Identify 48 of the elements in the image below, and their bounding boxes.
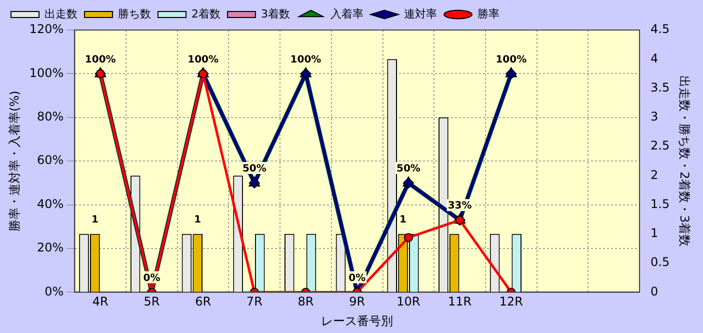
y2-tick-label: 4.5 [650,22,670,36]
data-label: 100% [290,54,322,66]
data-label: 1 [194,214,202,226]
y2-tick-label: 0 [650,284,658,298]
x-tick-label: 12R [499,294,523,309]
data-label: 0% [143,272,160,284]
y-tick-label: 120% [29,22,64,36]
x-tick-label: 4R [92,294,108,309]
data-label: 100% [84,54,116,66]
legend-label: 2着数 [192,7,220,20]
data-label: 100% [496,54,527,66]
legend-label: 出走数 [44,7,78,20]
y-axis-title: 勝率・連対率・入着率(%) [7,90,22,232]
y2-tick-label: 0.5 [650,255,670,270]
y2-tick-label: 3.5 [650,80,670,94]
data-label: 1 [91,214,98,226]
data-label: 1 [400,214,407,226]
y2-tick-label: 1 [650,226,658,240]
legend-label: 勝率 [477,7,500,20]
y-tick-label: 60% [37,153,64,168]
legend-label: 入着率 [330,7,364,20]
x-tick-label: 8R [298,294,314,309]
y-tick-label: 80% [37,110,64,124]
y-tick-label: 20% [37,240,64,255]
legend-label: 3着数 [261,7,290,20]
y-tick-label: 40% [37,196,64,211]
x-tick-label: 9R [349,294,366,309]
y2-tick-label: 2 [650,168,658,182]
data-label: 50% [396,164,420,175]
legend-label: 勝ち数 [118,7,151,20]
data-label: 50% [242,164,266,175]
y2-axis-title: 出走数・勝ち数・2着数・3着数 [678,75,692,247]
x-tick-label: 5R [144,294,160,309]
data-label: 33% [448,200,472,212]
x-tick-label: 11R [448,294,472,309]
y-tick-label: 100% [29,66,64,80]
y2-tick-label: 4 [650,51,658,66]
legend-label: 連対率 [404,7,437,20]
x-tick-label: 10R [396,294,420,309]
y2-tick-label: 3 [650,110,658,124]
data-label: 100% [188,54,219,66]
y-tick-label: 0% [44,284,64,298]
y2-tick-label: 2.5 [650,138,670,153]
x-axis-title: レース番号別 [321,314,394,328]
x-tick-label: 6R [195,294,212,309]
y2-tick-label: 1.5 [650,196,670,211]
data-label: 0% [348,272,366,284]
x-tick-label: 7R [246,294,262,309]
